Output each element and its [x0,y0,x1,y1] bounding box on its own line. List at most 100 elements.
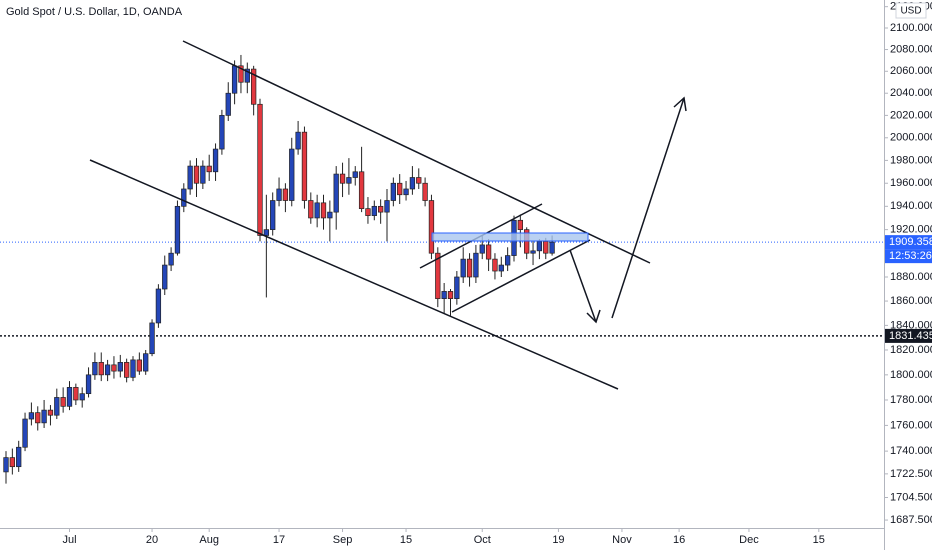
chart-title: Gold Spot / U.S. Dollar, 1D, OANDA [6,6,183,18]
candle-body [206,165,212,173]
x-tick-label: 20 [146,534,158,546]
candle-body [549,241,555,254]
candle-body [276,188,282,201]
y-tick-label: 1820.000 [890,344,932,356]
candle-body [346,177,352,184]
candle-body [327,211,333,219]
candle-body [485,244,492,260]
candle-body [333,173,339,213]
price-label: 1909.358 [889,236,932,248]
candle-body [136,359,143,372]
candle-body [225,92,231,116]
candle-body [174,205,181,254]
currency-box [895,2,927,19]
y-tick-label: 2060.000 [890,65,932,77]
candle-body [530,250,536,254]
y-tick-label: 2100.000 [890,22,932,34]
y-tick-label: 1840.000 [890,319,932,331]
y-tick-label: 1722.500 [890,468,932,480]
y-tick-label: 1980.000 [890,154,932,166]
candle-body [365,208,371,216]
countdown-box [885,249,932,264]
candle-body [244,68,250,83]
candle-body [320,202,327,219]
x-tick-label: 17 [273,534,285,546]
candle-body [473,252,479,278]
x-tick-label: 19 [552,534,564,546]
candle-body [85,374,92,395]
candle-body [384,200,390,213]
candle-body [28,412,35,420]
candle-body [66,387,73,407]
candle-body [358,171,365,209]
candle-body [314,202,320,219]
candle-body [251,68,257,105]
candle-body [168,252,174,266]
x-tick-label: Dec [739,534,759,546]
x-tick-label: Jul [62,534,76,546]
candle-body [130,359,136,378]
candle-body [187,165,193,190]
candle-body [9,457,16,468]
candle-body [422,182,428,201]
up-arrow-shaft [611,97,685,319]
y-tick-label: 1960.000 [890,177,932,189]
candle-body [149,322,155,355]
y-tick-label: 2040.000 [890,87,932,99]
up-arrow-head [673,96,687,112]
candle-body [378,205,384,213]
y-tick-label: 2000.000 [890,132,932,144]
candle-body [257,103,263,236]
candle-body [263,229,269,236]
candle-body [447,291,454,299]
candle-body [162,264,168,290]
candle-body [3,457,9,473]
resistance-zone [431,232,589,242]
candle-body [339,173,346,184]
candle-body [428,200,435,254]
x-tick-label: Sep [333,534,353,546]
candle-body [454,276,460,299]
y-tick-label: 1920.000 [890,224,932,236]
channel-upper-line [182,40,651,264]
candle-body [41,409,47,424]
candle-body [289,148,295,201]
candle-body [155,288,162,324]
candle-body [219,115,225,150]
channel-lower-line [89,159,619,390]
y-tick-label: 1880.000 [890,271,932,283]
candle-body [517,219,523,230]
y-tick-label: 1800.000 [890,369,932,381]
candle-body [460,258,466,278]
candle-body [111,364,117,372]
down-arrow-shaft [569,249,597,323]
x-tick-label: Oct [474,534,491,546]
candle-body [73,387,79,401]
candle-body [270,200,276,230]
y-tick-label: 1780.000 [890,394,932,406]
candle-body [143,353,149,372]
y-tick-label: 2020.000 [890,109,932,121]
candle-body [35,412,41,424]
candle-body [231,65,238,94]
candle-body [16,446,22,468]
candle-body [403,188,409,196]
x-tick-label: 15 [813,534,825,546]
candle-body [498,264,504,272]
candle-body [371,205,377,216]
candle-body [543,241,549,254]
candle-body [212,148,219,173]
candle-body [22,418,28,448]
candle-body [416,177,422,184]
candle-body [301,131,308,201]
y-tick-label: 1760.000 [890,419,932,431]
candle-body [435,252,441,299]
candle-body [441,291,447,299]
currency: USD [900,6,921,17]
candle-body [92,362,98,376]
candle-body [98,362,104,376]
y-tick-label: 1704.500 [890,491,932,503]
candle-body [536,241,543,252]
candle-body [397,182,403,196]
